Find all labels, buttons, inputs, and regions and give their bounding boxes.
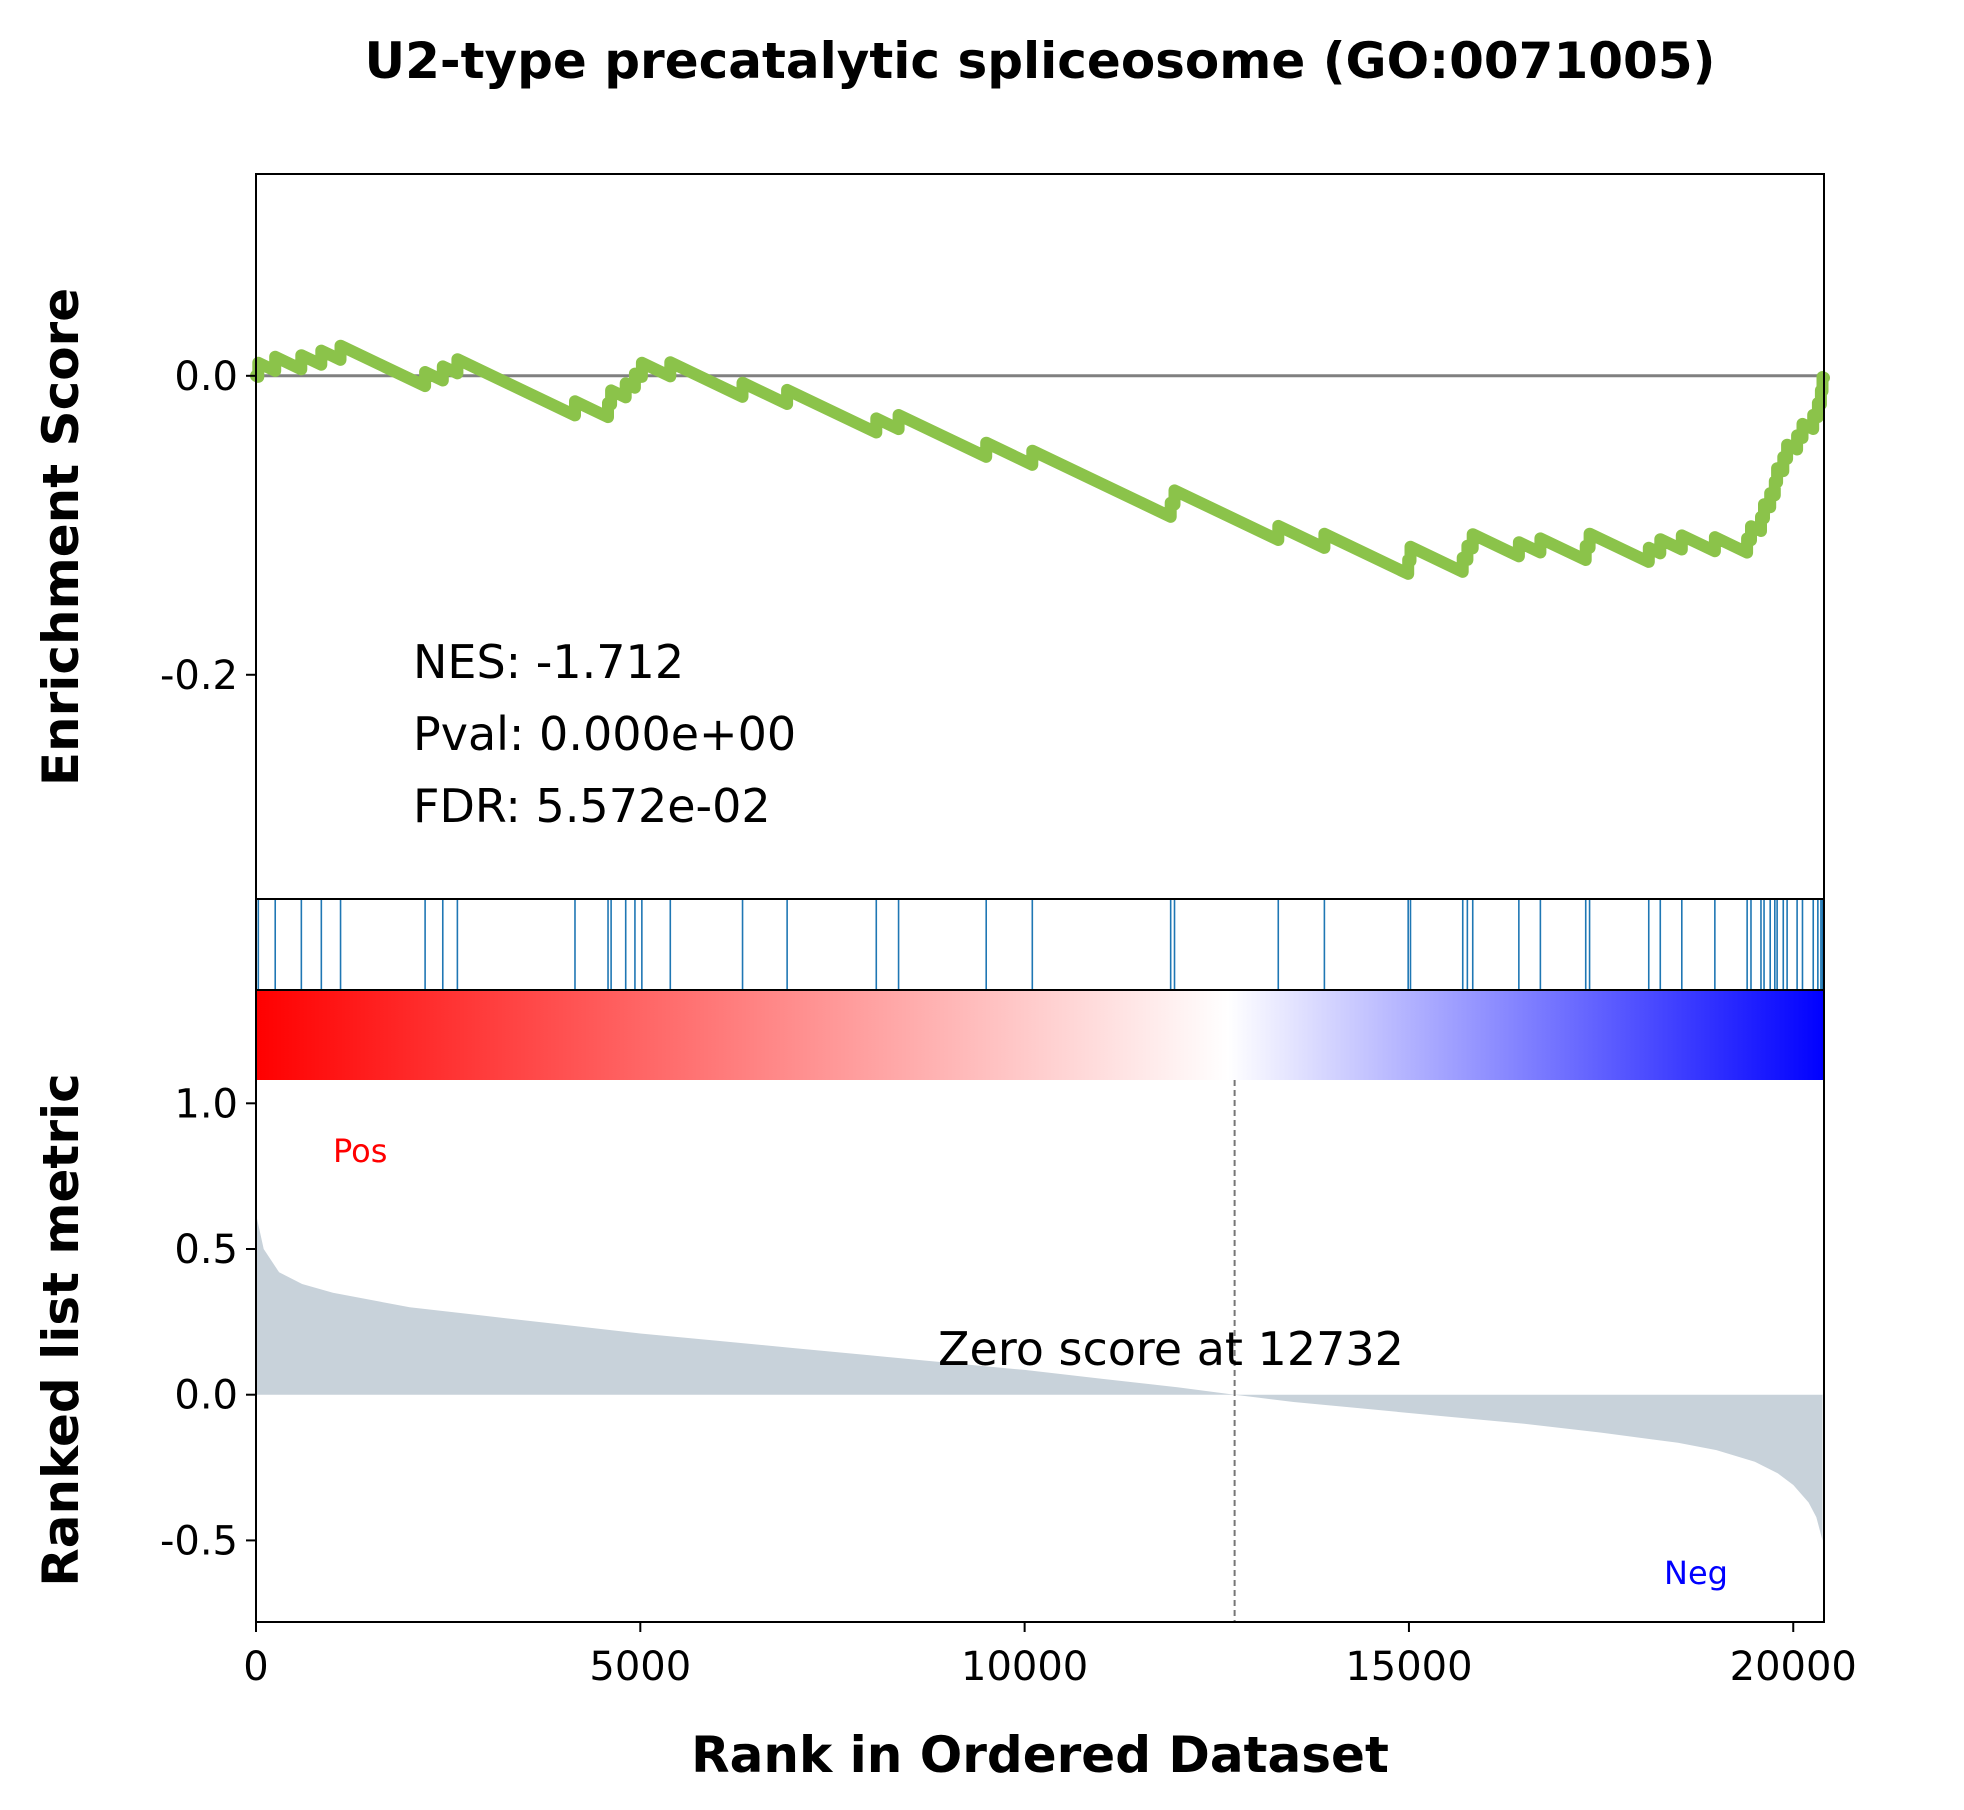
es-y-ticks: 0.0 -0.2	[160, 354, 256, 699]
rm-ytick-label: 1.0	[174, 1081, 238, 1127]
es-ytick-label: 0.0	[174, 354, 238, 400]
metric-colorbar	[256, 990, 1824, 1080]
rm-ytick-label: -0.5	[160, 1518, 238, 1564]
stats-block: NES: -1.712 Pval: 0.000e+00 FDR: 5.572e-…	[413, 635, 796, 833]
stats-fdr: FDR: 5.572e-02	[413, 779, 771, 833]
x-tick-label: 10000	[961, 1644, 1088, 1690]
rm-ytick-label: 0.0	[174, 1373, 238, 1419]
ranked-panel: 1.0 0.5 0.0 -0.5 Zero score at 12732 Pos Ne…	[32, 989, 1825, 1623]
stats-nes: NES: -1.712	[413, 635, 684, 689]
hit-marks	[257, 899, 1824, 990]
x-tick-label: 15000	[1345, 1644, 1472, 1690]
ranked-panel-frame	[255, 989, 1825, 1623]
neg-label: Neg	[1664, 1554, 1728, 1592]
rm-ytick-label: 0.5	[174, 1227, 238, 1273]
enrichment-panel: 0.0 -0.2 Enrichment Score NES: -1.712 Pva…	[32, 173, 1830, 900]
es-ytick-label: -0.2	[160, 653, 238, 699]
zero-score-label: Zero score at 12732	[938, 1322, 1404, 1376]
enrichment-score-line	[250, 339, 1830, 580]
x-axis-label: Rank in Ordered Dataset	[691, 1726, 1389, 1784]
x-tick-label: 0	[243, 1644, 268, 1690]
rm-y-ticks: 1.0 0.5 0.0 -0.5	[160, 1081, 256, 1564]
x-tick-label: 20000	[1730, 1644, 1857, 1690]
ranked-metric-area	[256, 1214, 1823, 1541]
x-tick-label: 5000	[589, 1644, 691, 1690]
pos-label: Pos	[333, 1132, 387, 1170]
stats-pval: Pval: 0.000e+00	[413, 707, 796, 761]
rm-y-axis-label: Ranked list metric	[32, 1073, 90, 1587]
x-axis-ticks: 0 5000 10000 15000 20000	[243, 1622, 1857, 1690]
hits-panel	[255, 898, 1825, 991]
chart-title: U2-type precatalytic spliceosome (GO:007…	[365, 32, 1716, 90]
es-y-axis-label: Enrichment Score	[32, 288, 90, 786]
